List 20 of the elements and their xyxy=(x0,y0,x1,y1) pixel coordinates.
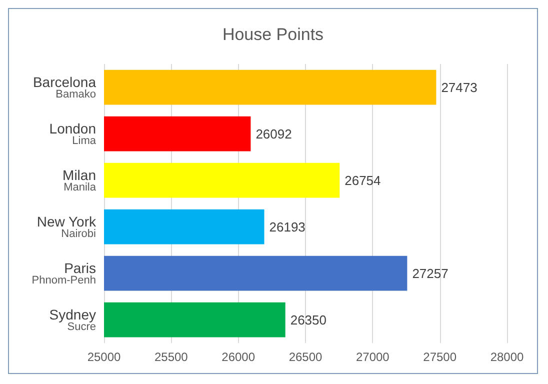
y-tick-label: Barcelona Bamako xyxy=(32,74,96,100)
data-label: 26350 xyxy=(290,312,327,328)
x-tick-label: 26500 xyxy=(288,350,323,364)
y-tick-label: Milan Manila xyxy=(62,166,97,194)
x-tick-label: 27500 xyxy=(423,350,457,364)
chart-title: House Points xyxy=(222,25,324,44)
y-tick-label: New York Nairobi xyxy=(36,213,97,240)
data-label: 27473 xyxy=(441,80,478,95)
data-label: 26092 xyxy=(256,126,292,142)
y-tick-label: Sydney Sucre xyxy=(49,306,96,333)
data-label: 27257 xyxy=(412,266,448,281)
x-tick-label: 28000 xyxy=(490,350,524,364)
x-tick-label: 25500 xyxy=(154,350,188,364)
y-tick-label: London Lima xyxy=(49,120,97,147)
x-tick-label: 25000 xyxy=(87,350,122,364)
data-label: 26193 xyxy=(269,219,306,234)
x-tick-label: 26000 xyxy=(222,350,256,364)
data-label: 26754 xyxy=(344,172,381,188)
y-tick-label: Paris Phnom-Penh xyxy=(32,260,96,286)
x-tick-label: 27000 xyxy=(356,350,390,364)
